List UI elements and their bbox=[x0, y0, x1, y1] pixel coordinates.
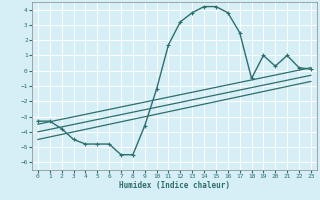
X-axis label: Humidex (Indice chaleur): Humidex (Indice chaleur) bbox=[119, 181, 230, 190]
